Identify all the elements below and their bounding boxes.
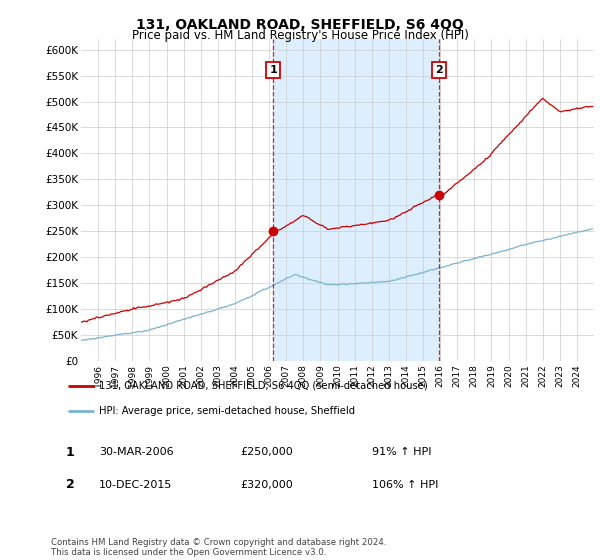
Text: Price paid vs. HM Land Registry's House Price Index (HPI): Price paid vs. HM Land Registry's House … <box>131 29 469 42</box>
Text: 1: 1 <box>66 446 74 459</box>
Bar <box>274 39 439 361</box>
Text: 10-DEC-2015: 10-DEC-2015 <box>99 480 172 490</box>
Text: 131, OAKLAND ROAD, SHEFFIELD, S6 4QQ (semi-detached house): 131, OAKLAND ROAD, SHEFFIELD, S6 4QQ (se… <box>99 381 428 391</box>
Text: 91% ↑ HPI: 91% ↑ HPI <box>372 447 431 458</box>
Text: 30-MAR-2006: 30-MAR-2006 <box>99 447 173 458</box>
Text: £320,000: £320,000 <box>240 480 293 490</box>
Text: 2: 2 <box>66 478 74 492</box>
Text: Contains HM Land Registry data © Crown copyright and database right 2024.
This d: Contains HM Land Registry data © Crown c… <box>51 538 386 557</box>
Text: 1: 1 <box>269 66 277 76</box>
Text: 2: 2 <box>436 66 443 76</box>
Text: 131, OAKLAND ROAD, SHEFFIELD, S6 4QQ: 131, OAKLAND ROAD, SHEFFIELD, S6 4QQ <box>136 18 464 32</box>
Text: HPI: Average price, semi-detached house, Sheffield: HPI: Average price, semi-detached house,… <box>99 407 355 417</box>
Text: £250,000: £250,000 <box>240 447 293 458</box>
Text: 106% ↑ HPI: 106% ↑ HPI <box>372 480 439 490</box>
